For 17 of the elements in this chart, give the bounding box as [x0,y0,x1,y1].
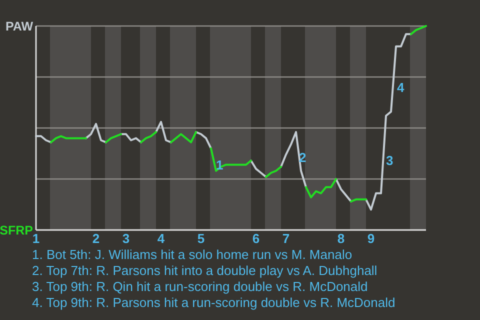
annotation: 4 [397,80,405,95]
x-tick-label: 5 [197,231,205,246]
x-tick-label: 6 [252,231,260,246]
x-tick-label: 9 [367,231,375,246]
annotation: 3 [386,153,394,168]
x-tick-label: 7 [282,231,290,246]
text: 1. Bot 5th: J. Williams hit a solo home run vs M. Manalo [32,247,352,262]
text: 4. Top 9th: R. Parsons hit a run-scoring double vs R. McDonald [32,295,396,310]
text: SFRP [0,223,33,238]
text: 2. Top 7th: R. Parsons hit into a double play vs A. Dubhghall [32,263,378,278]
x-tick-label: 1 [32,231,40,246]
x-tick-label: 2 [92,231,100,246]
x-tick-label: 3 [122,231,130,246]
text: 3. Top 9th: R. Qin hit a run-scoring double vs R. McDonald [32,279,368,294]
x-tick-label: 4 [157,231,166,246]
x-tick-label: 8 [337,231,345,246]
text: PAW [5,19,34,34]
